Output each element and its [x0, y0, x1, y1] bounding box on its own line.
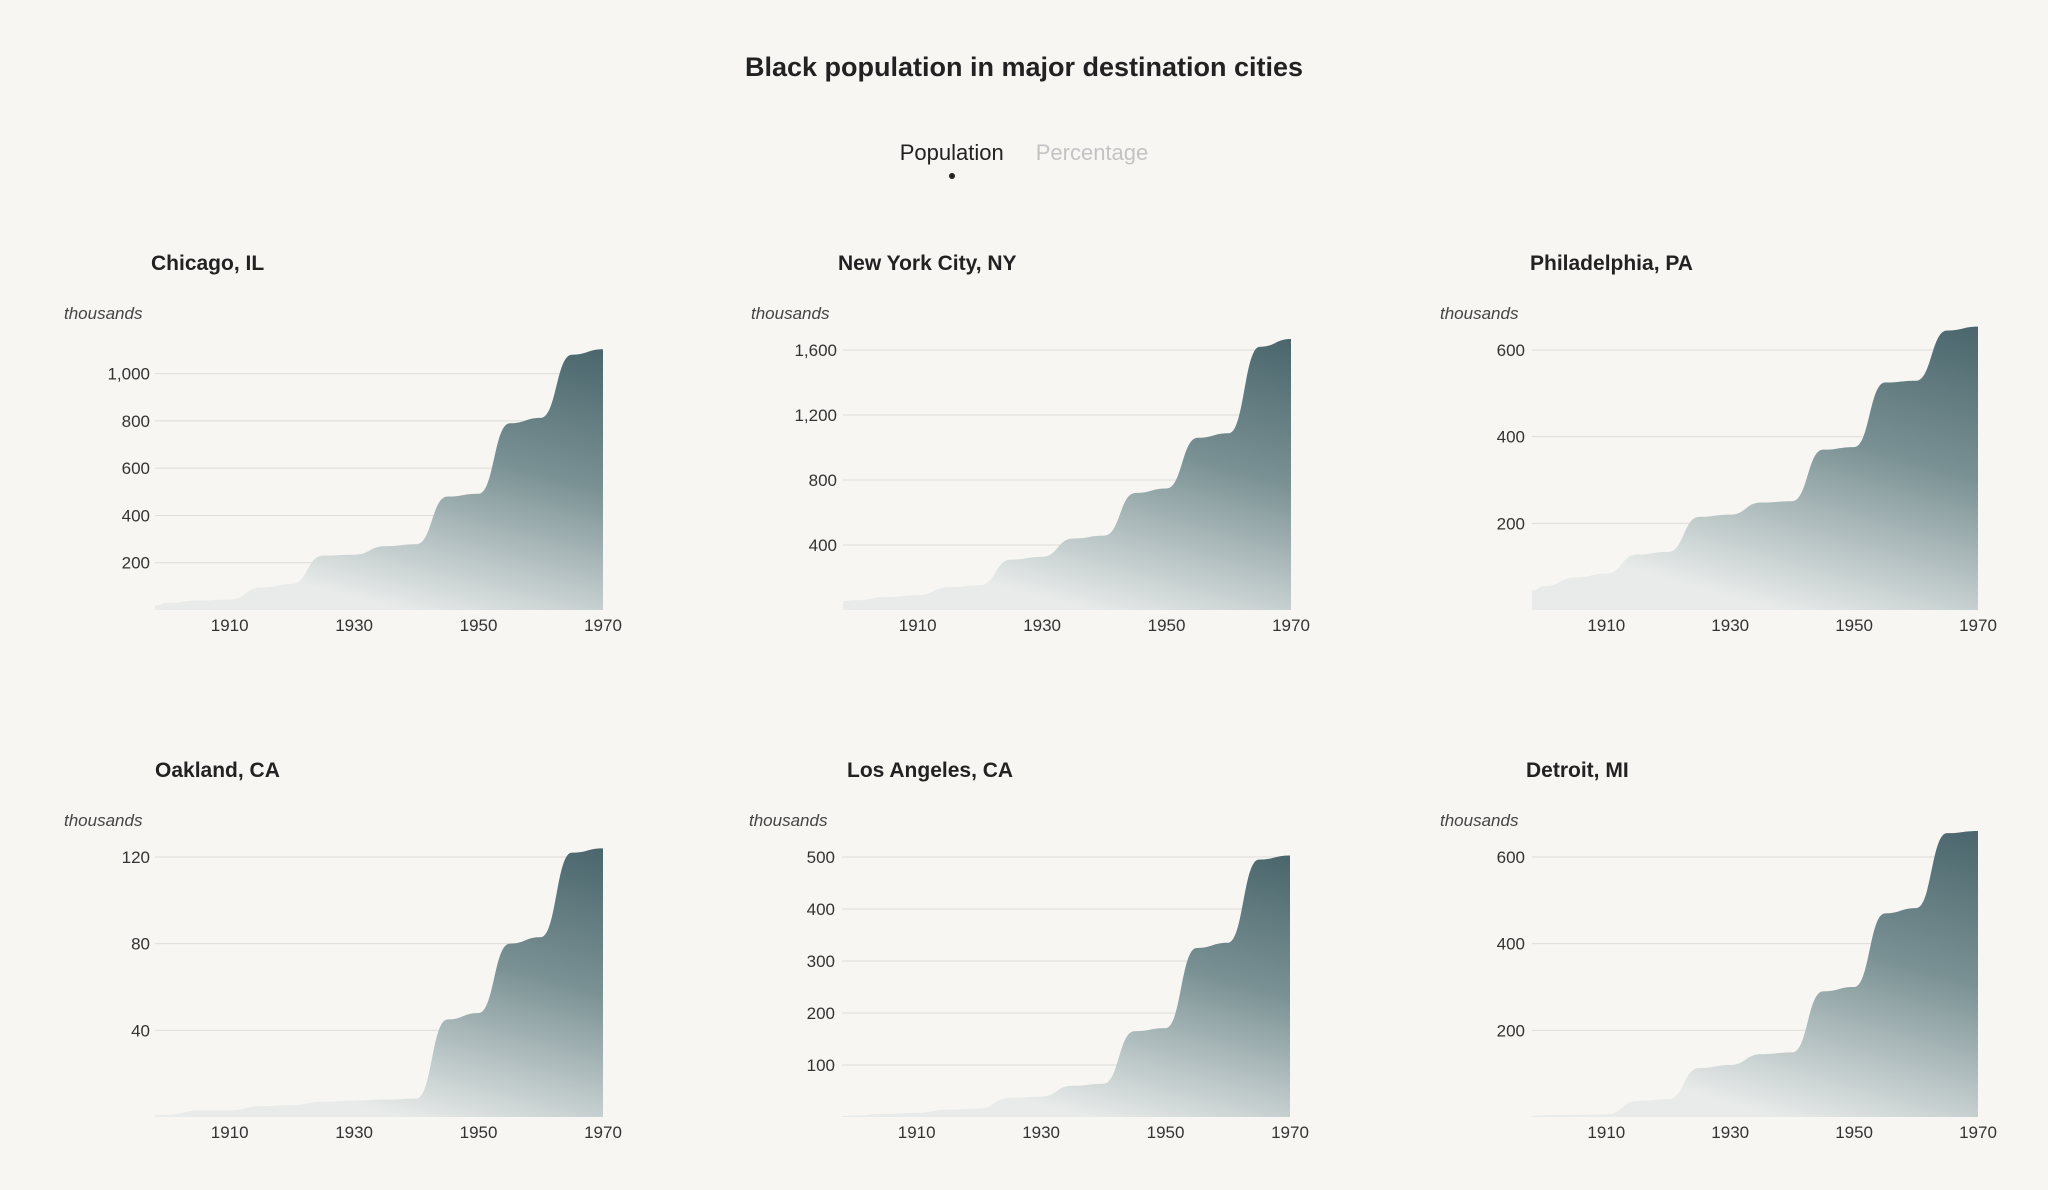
- chart-svg: Philadelphia, PA thousands 200 400 600 1910 19…: [1440, 252, 1997, 635]
- y-tick-label: 800: [122, 412, 150, 431]
- x-tick-label: 1910: [899, 616, 937, 635]
- x-tick-label: 1910: [898, 1123, 936, 1142]
- chart-title: New York City, NY: [838, 252, 1017, 275]
- chart-panel-los-angeles-ca: Los Angeles, CA thousands 100 200 300 400 500 1…: [687, 737, 1367, 1157]
- y-tick-label: 400: [1497, 428, 1525, 447]
- y-tick-label: 1,600: [794, 341, 837, 360]
- chart-svg: Detroit, MI thousands 200 400 600 1910 1930 195…: [1440, 759, 1997, 1142]
- x-tick-label: 1970: [1272, 616, 1310, 635]
- toggle-population-label: Population: [899, 140, 1004, 165]
- y-tick-label: 1,000: [107, 365, 150, 384]
- y-tick-label: 120: [122, 848, 150, 867]
- y-tick-label: 400: [122, 506, 150, 525]
- chart-panel-detroit-mi: Detroit, MI thousands 200 400 600 1910 1930 195…: [1375, 737, 2048, 1157]
- toggle-percentage[interactable]: Percentage: [1036, 140, 1149, 166]
- area-series: [1532, 326, 1978, 610]
- area-series: [843, 338, 1291, 610]
- y-tick-label: 600: [1497, 848, 1525, 867]
- x-tick-label: 1970: [1271, 1123, 1309, 1142]
- x-tick-label: 1910: [211, 1123, 249, 1142]
- x-tick-label: 1930: [1711, 1123, 1749, 1142]
- y-unit-label: thousands: [64, 304, 143, 323]
- y-tick-label: 40: [131, 1021, 150, 1040]
- area-series: [155, 848, 603, 1117]
- x-tick-label: 1930: [1022, 1123, 1060, 1142]
- y-tick-label: 400: [1497, 935, 1525, 954]
- x-tick-label: 1910: [1587, 1123, 1625, 1142]
- x-tick-label: 1930: [335, 1123, 373, 1142]
- chart-title: Philadelphia, PA: [1530, 252, 1693, 275]
- chart-svg: Chicago, IL thousands 200 400 600 800 1,000 191…: [64, 252, 622, 635]
- y-unit-label: thousands: [1440, 811, 1519, 830]
- x-tick-label: 1910: [211, 616, 249, 635]
- chart-title: Detroit, MI: [1526, 759, 1629, 782]
- chart-panel-new-york-city-ny: New York City, NY thousands 400 800 1,200 1,6…: [687, 230, 1367, 650]
- toggle-percentage-label: Percentage: [1035, 140, 1149, 165]
- page-title: Black population in major destination ci…: [744, 52, 1304, 82]
- y-tick-label: 200: [807, 1004, 835, 1023]
- y-unit-label: thousands: [64, 811, 143, 830]
- x-tick-label: 1950: [1148, 616, 1186, 635]
- x-tick-label: 1930: [1711, 616, 1749, 635]
- chart-title: Los Angeles, CA: [847, 759, 1013, 782]
- x-tick-label: 1910: [1587, 616, 1625, 635]
- x-tick-label: 1970: [584, 616, 622, 635]
- area-series: [842, 855, 1290, 1117]
- chart-title: Chicago, IL: [151, 252, 264, 275]
- y-tick-label: 500: [807, 848, 835, 867]
- chart-panel-oakland-ca: Oakland, CA thousands 40 80 120 1910 1930 1950 1…: [0, 737, 680, 1157]
- y-tick-label: 200: [1497, 514, 1525, 533]
- chart-panel-philadelphia-pa: Philadelphia, PA thousands 200 400 600 1910 19…: [1375, 230, 2048, 650]
- x-tick-label: 1950: [1835, 1123, 1873, 1142]
- chart-panel-chicago-il: Chicago, IL thousands 200 400 600 800 1,000 191…: [0, 230, 680, 650]
- y-tick-label: 600: [1497, 341, 1525, 360]
- y-tick-label: 600: [122, 459, 150, 478]
- y-tick-label: 1,200: [794, 406, 837, 425]
- x-tick-label: 1930: [1023, 616, 1061, 635]
- x-tick-label: 1930: [335, 616, 373, 635]
- x-tick-label: 1950: [1835, 616, 1873, 635]
- chart-title: Oakland, CA: [155, 759, 280, 782]
- y-tick-label: 400: [807, 900, 835, 919]
- y-unit-label: thousands: [1440, 304, 1519, 323]
- y-tick-label: 300: [807, 952, 835, 971]
- y-tick-label: 200: [1497, 1021, 1525, 1040]
- y-unit-label: thousands: [751, 304, 830, 323]
- area-series: [1532, 831, 1978, 1117]
- chart-svg: New York City, NY thousands 400 800 1,200 1,6…: [751, 252, 1310, 635]
- area-series: [155, 349, 603, 610]
- y-tick-label: 400: [809, 536, 837, 555]
- y-unit-label: thousands: [749, 811, 828, 830]
- x-tick-label: 1950: [460, 616, 498, 635]
- chart-svg: Los Angeles, CA thousands 100 200 300 400 500 1…: [749, 759, 1309, 1142]
- x-tick-label: 1950: [1147, 1123, 1185, 1142]
- metric-toggle: Population Percentage: [0, 140, 2048, 179]
- y-tick-label: 100: [807, 1056, 835, 1075]
- y-tick-label: 200: [122, 554, 150, 573]
- chart-svg: Oakland, CA thousands 40 80 120 1910 1930 1950 1…: [64, 759, 622, 1142]
- x-tick-label: 1950: [460, 1123, 498, 1142]
- x-tick-label: 1970: [584, 1123, 622, 1142]
- active-indicator-dot: [948, 173, 955, 179]
- toggle-population[interactable]: Population: [899, 140, 1004, 179]
- y-tick-label: 800: [809, 471, 837, 490]
- y-tick-label: 80: [131, 935, 150, 954]
- x-tick-label: 1970: [1959, 1123, 1997, 1142]
- x-tick-label: 1970: [1959, 616, 1997, 635]
